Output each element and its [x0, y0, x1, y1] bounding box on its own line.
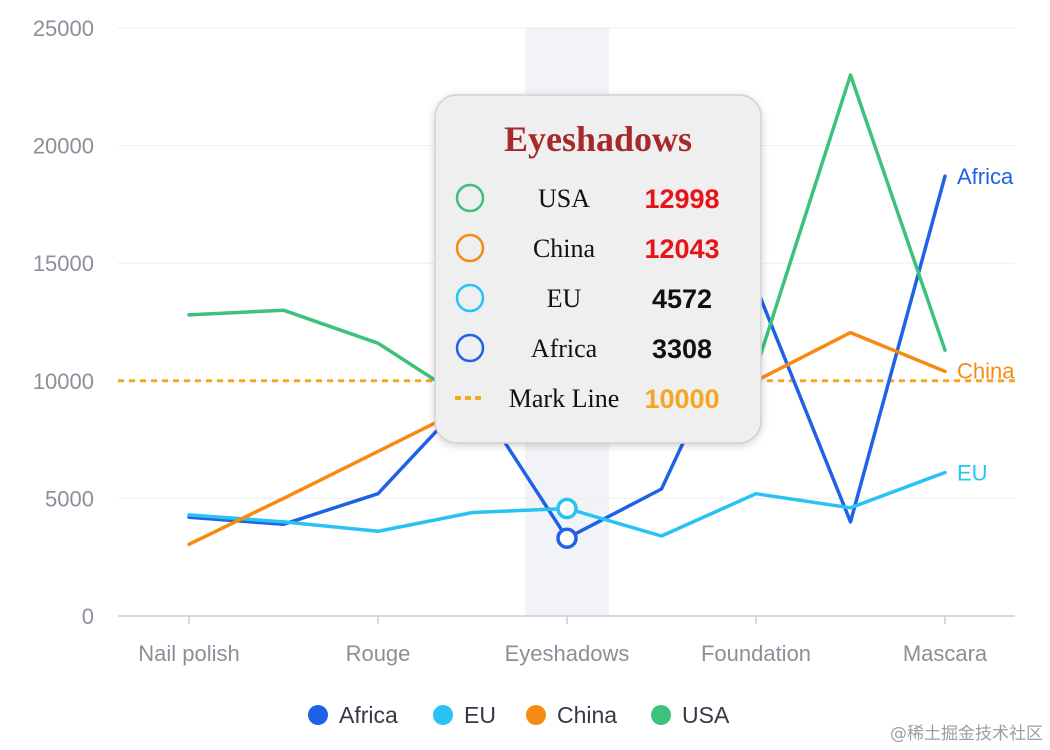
legend-label-china: China	[557, 702, 617, 728]
watermark: @稀土掘金技术社区	[890, 724, 1043, 744]
tooltip-marker-china	[455, 233, 485, 263]
tooltip-value: 12043	[644, 234, 719, 264]
legend: Africa EU China USA	[308, 702, 730, 728]
tooltip-box	[434, 94, 762, 444]
tooltip-title: Eyeshadows	[504, 119, 692, 159]
end-label-africa: Africa	[957, 164, 1014, 189]
tooltip-series-name: EU	[547, 284, 582, 313]
legend-label-usa: USA	[682, 702, 730, 728]
tooltip-series-name: China	[533, 234, 596, 263]
y-tick-label: 10000	[33, 369, 94, 394]
end-label-china: China	[957, 358, 1015, 383]
hover-point-africa	[556, 527, 578, 549]
x-tick-label: Nail polish	[138, 641, 240, 666]
y-tick-label: 0	[82, 604, 94, 629]
tooltip-series-name: USA	[538, 184, 590, 213]
y-tick-label: 25000	[33, 16, 94, 41]
x-tick-label: Foundation	[701, 641, 811, 666]
y-tick-label: 20000	[33, 134, 94, 159]
y-tick-label: 5000	[45, 486, 94, 511]
legend-marker-usa	[651, 705, 671, 725]
x-tick-label: Mascara	[903, 641, 988, 666]
tooltip-series-name: Africa	[531, 334, 598, 363]
tooltip: Eyeshadows USA 12998 China 12043 EU 4572 Africa…	[434, 94, 762, 444]
tooltip-markline-name: Mark Line	[509, 384, 619, 413]
tooltip-value: 3308	[652, 334, 712, 364]
hover-point-eu	[556, 497, 578, 520]
x-axis: Nail polish Rouge Eyeshadows Foundation Masc…	[118, 615, 1015, 666]
legend-label-africa: Africa	[339, 702, 398, 728]
legend-marker-china	[526, 705, 546, 725]
x-tick-label: Eyeshadows	[505, 641, 630, 666]
tooltip-marker-africa	[455, 333, 485, 363]
tooltip-markline-value: 10000	[644, 384, 719, 414]
x-tick-label: Rouge	[346, 641, 411, 666]
y-axis: 0 5000 10000 15000 20000 25000	[33, 16, 94, 629]
end-label-eu: EU	[957, 461, 988, 486]
legend-marker-africa	[308, 705, 328, 725]
tooltip-marker-usa	[455, 183, 485, 213]
legend-marker-eu	[433, 705, 453, 725]
legend-label-eu: EU	[464, 702, 496, 728]
tooltip-marker-eu	[455, 283, 485, 313]
y-tick-label: 15000	[33, 251, 94, 276]
tooltip-value: 12998	[644, 184, 719, 214]
tooltip-value: 4572	[652, 284, 712, 314]
